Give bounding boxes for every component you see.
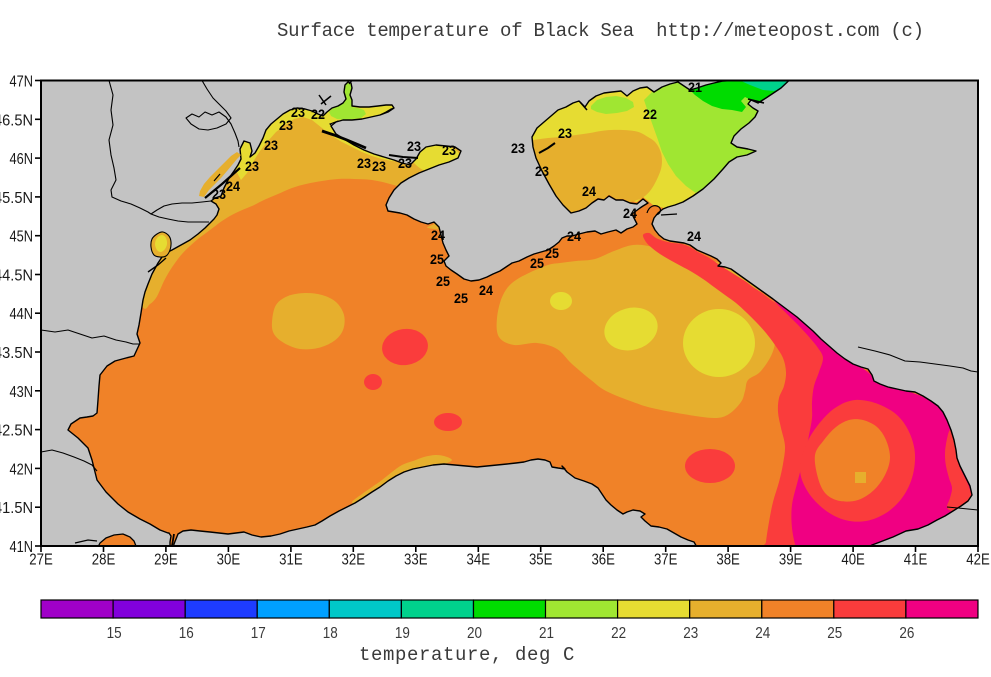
svg-text:23: 23 <box>442 143 456 158</box>
svg-text:21: 21 <box>539 625 554 642</box>
svg-text:34E: 34E <box>467 552 491 569</box>
svg-text:18: 18 <box>323 625 338 642</box>
svg-text:23: 23 <box>398 156 412 171</box>
svg-text:44N: 44N <box>10 306 34 323</box>
svg-text:42E: 42E <box>966 552 990 569</box>
svg-text:19: 19 <box>395 625 410 642</box>
svg-text:24: 24 <box>567 229 581 244</box>
svg-text:41N: 41N <box>10 539 34 556</box>
svg-text:24: 24 <box>479 283 493 298</box>
svg-text:25: 25 <box>436 274 450 289</box>
svg-text:25: 25 <box>430 252 444 267</box>
svg-text:16: 16 <box>179 625 194 642</box>
svg-text:45.5N: 45.5N <box>0 190 33 207</box>
svg-text:22: 22 <box>643 107 657 122</box>
svg-text:23: 23 <box>372 159 386 174</box>
svg-text:22: 22 <box>611 625 626 642</box>
svg-text:33E: 33E <box>404 552 428 569</box>
svg-text:43N: 43N <box>10 384 34 401</box>
svg-text:23: 23 <box>279 118 293 133</box>
svg-text:23: 23 <box>245 159 259 174</box>
svg-text:15: 15 <box>107 625 122 642</box>
svg-text:22: 22 <box>311 107 325 122</box>
svg-text:46.5N: 46.5N <box>0 112 33 129</box>
svg-text:23: 23 <box>407 139 421 154</box>
svg-text:24: 24 <box>226 179 240 194</box>
svg-text:35E: 35E <box>529 552 553 569</box>
svg-text:24: 24 <box>431 228 445 243</box>
svg-text:43.5N: 43.5N <box>0 345 33 362</box>
svg-text:37E: 37E <box>654 552 678 569</box>
svg-text:23: 23 <box>683 625 698 642</box>
svg-text:31E: 31E <box>279 552 303 569</box>
svg-text:23: 23 <box>511 141 525 156</box>
svg-text:21: 21 <box>688 80 702 95</box>
svg-text:38E: 38E <box>716 552 740 569</box>
svg-text:23: 23 <box>264 138 278 153</box>
svg-text:42N: 42N <box>10 461 34 478</box>
svg-text:25: 25 <box>545 246 559 261</box>
svg-text:30E: 30E <box>217 552 241 569</box>
svg-text:47N: 47N <box>10 74 34 91</box>
svg-text:25: 25 <box>827 625 842 642</box>
svg-text:26: 26 <box>899 625 914 642</box>
svg-text:40E: 40E <box>841 552 865 569</box>
svg-text:23: 23 <box>535 164 549 179</box>
svg-text:41E: 41E <box>904 552 928 569</box>
svg-text:32E: 32E <box>342 552 366 569</box>
svg-text:28E: 28E <box>92 552 116 569</box>
svg-text:27E: 27E <box>29 552 53 569</box>
svg-text:23: 23 <box>291 105 305 120</box>
svg-text:39E: 39E <box>779 552 803 569</box>
svg-text:29E: 29E <box>154 552 178 569</box>
svg-text:23: 23 <box>558 126 572 141</box>
svg-text:41.5N: 41.5N <box>0 500 33 517</box>
svg-text:24: 24 <box>687 229 701 244</box>
svg-text:36E: 36E <box>591 552 615 569</box>
svg-text:25: 25 <box>530 256 544 271</box>
svg-text:46N: 46N <box>10 151 34 168</box>
svg-text:23: 23 <box>357 156 371 171</box>
svg-text:24: 24 <box>582 184 596 199</box>
svg-text:24: 24 <box>755 625 770 642</box>
svg-text:20: 20 <box>467 625 482 642</box>
svg-text:23: 23 <box>212 187 226 202</box>
svg-text:42.5N: 42.5N <box>0 423 33 440</box>
svg-text:25: 25 <box>454 291 468 306</box>
svg-text:temperature, deg C: temperature, deg C <box>359 644 575 666</box>
svg-text:24: 24 <box>623 206 637 221</box>
svg-text:44.5N: 44.5N <box>0 268 33 285</box>
svg-text:45N: 45N <box>10 229 34 246</box>
svg-text:17: 17 <box>251 625 266 642</box>
